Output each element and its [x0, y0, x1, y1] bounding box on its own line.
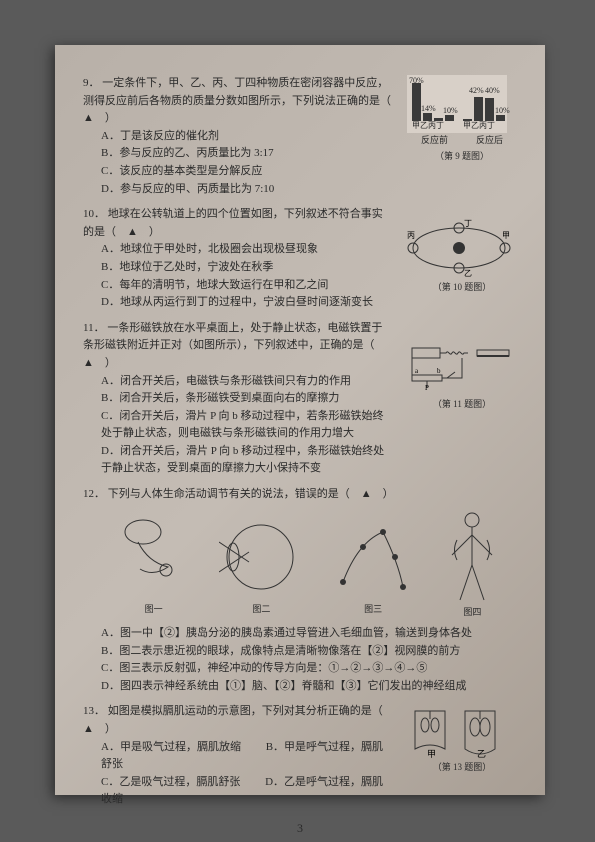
- svg-text:丁: 丁: [464, 219, 472, 228]
- q9-num: 9．: [83, 77, 100, 89]
- q13-num: 13．: [83, 705, 105, 717]
- q12-num: 12．: [83, 488, 105, 500]
- q11-num: 11．: [83, 322, 105, 334]
- chart-titles: 反应前 反应后: [407, 133, 517, 147]
- svg-text:b: b: [437, 367, 441, 375]
- circuit-diagram: ab P: [407, 340, 517, 395]
- q12-stem: 下列与人体生命活动调节有关的说法，错误的是（ ▲ ）: [108, 488, 394, 500]
- q13-option-a: A．甲是吸气过程，膈肌放缩: [101, 741, 241, 753]
- q9-figure: 70% 14% 10% 42% 40% 10% 甲乙丙丁 甲乙丙丁 反应前 反应: [407, 75, 517, 164]
- right-title: 反应后: [476, 133, 503, 147]
- label-left: 甲: [427, 749, 436, 758]
- q13-option-c: C．乙是吸气过程，膈肌舒张: [101, 776, 240, 788]
- q10-figure: 丁 甲 乙 丙 （第 10 题图）: [407, 218, 517, 294]
- q13-caption: （第 13 题图）: [407, 760, 517, 774]
- q9-stem: 一定条件下，甲、乙、丙、丁四种物质在密闭容器中反应，测得反应前后各物质的质量分数…: [83, 77, 402, 124]
- q10-option-c: C．每年的清明节，地球大致运行在甲和乙之间: [101, 277, 393, 295]
- fig3-label: 图三: [333, 602, 413, 616]
- label-right: 乙: [477, 749, 486, 758]
- svg-text:甲: 甲: [502, 231, 510, 240]
- q10-option-d: D．地球从丙运行到丁的过程中，宁波白昼时间逐渐变长: [101, 294, 393, 312]
- question-13: 甲 乙 （第 13 题图） 13． 如图是模拟膈肌运动的示意图，下列对其分析正确…: [83, 703, 517, 809]
- q9-option-d: D．参与反应的甲、丙质量比为 7:10: [101, 181, 393, 199]
- fig4: 图四: [442, 510, 502, 619]
- svg-text:乙: 乙: [464, 269, 472, 278]
- svg-text:丙: 丙: [407, 231, 415, 240]
- pancreas-diagram: [118, 512, 190, 602]
- q11-option-c: C．闭合开关后，滑片 P 向 b 移动过程中，若条形磁铁始终处于静止状态，则电磁…: [101, 408, 393, 443]
- q9-option-c: C．该反应的基本类型是分解反应: [101, 163, 393, 181]
- bar: [496, 115, 505, 121]
- q11-caption: （第 11 题图）: [407, 397, 517, 411]
- exam-page: 70% 14% 10% 42% 40% 10% 甲乙丙丁 甲乙丙丁 反应前 反应: [55, 45, 545, 795]
- pct-label: 40%: [485, 85, 500, 98]
- q11-option-b: B．闭合开关后，条形磁铁受到桌面向右的摩擦力: [101, 390, 393, 408]
- q9-bar-chart: 70% 14% 10% 42% 40% 10% 甲乙丙丁 甲乙丙丁: [407, 75, 507, 133]
- q12-figures: 图一 图二 图三: [103, 510, 517, 619]
- fig4-label: 图四: [442, 605, 502, 619]
- q10-option-a: A．地球位于甲处时，北极圈会出现极昼现象: [101, 241, 393, 259]
- fig1-label: 图一: [118, 602, 190, 616]
- q9-option-a: A．丁是该反应的催化剂: [101, 128, 393, 146]
- q10-stem: 地球在公转轨道上的四个位置如图，下列叙述不符合事实的是（ ▲ ）: [83, 208, 383, 238]
- q12-option-c: C．图三表示反射弧，神经冲动的传导方向是：①→②→③→④→⑤: [101, 660, 517, 678]
- q10-num: 10．: [83, 208, 105, 220]
- reflex-arc-diagram: [333, 512, 413, 602]
- sun-icon: [453, 242, 465, 254]
- axis-labels: 甲乙丙丁: [463, 120, 495, 133]
- fig2: 图二: [219, 512, 304, 616]
- q13-stem: 如图是模拟膈肌运动的示意图，下列对其分析正确的是（ ▲ ）: [83, 705, 394, 735]
- body-nervous-diagram: [442, 510, 502, 605]
- q11-option-a: A．闭合开关后，电磁铁与条形磁铁间只有力的作用: [101, 373, 393, 391]
- q10-caption: （第 10 题图）: [407, 280, 517, 294]
- fig3: 图三: [333, 512, 413, 616]
- bar: [485, 98, 494, 121]
- q11-option-d: D．闭合开关后，滑片 P 向 b 移动过程中，条形磁铁始终处于静止状态，受到桌面…: [101, 443, 393, 478]
- svg-text:a: a: [415, 367, 419, 375]
- q11-stem: 一条形磁铁放在水平桌面上，处于静止状态，电磁铁置于条形磁铁附近并正对（如图所示）…: [83, 322, 386, 369]
- q9-option-b: B．参与反应的乙、丙质量比为 3:17: [101, 145, 393, 163]
- orbit-diagram: 丁 甲 乙 丙: [407, 218, 512, 278]
- fig2-label: 图二: [219, 602, 304, 616]
- q9-caption: （第 9 题图）: [407, 149, 517, 163]
- q11-figure: ab P （第 11 题图）: [407, 340, 517, 411]
- eye-diagram: [219, 512, 304, 602]
- q13-figure: 甲 乙 （第 13 题图）: [407, 703, 517, 774]
- left-title: 反应前: [421, 133, 448, 147]
- bar: [412, 83, 421, 121]
- question-10: 丁 甲 乙 丙 （第 10 题图） 10． 地球在公转轨道上的四个位置如图，下列…: [83, 206, 517, 312]
- question-11: ab P （第 11 题图） 11． 一条形磁铁放在水平桌面上，处于静止状态，电…: [83, 320, 517, 478]
- q10-option-b: B．地球位于乙处时，宁波处在秋季: [101, 259, 393, 277]
- pct-label: 42%: [469, 85, 484, 98]
- fig1: 图一: [118, 512, 190, 616]
- q12-option-b: B．图二表示患近视的眼球，成像特点是清晰物像落在【②】视网膜的前方: [101, 643, 517, 661]
- question-12: 12． 下列与人体生命活动调节有关的说法，错误的是（ ▲ ） 图一 图二: [83, 486, 517, 695]
- page-number: 3: [83, 819, 517, 838]
- bar: [445, 115, 454, 121]
- axis-labels: 甲乙丙丁: [412, 120, 444, 133]
- q12-option-a: A．图一中【②】胰岛分泌的胰岛素通过导管进入毛细血管，输送到身体各处: [101, 625, 517, 643]
- question-9: 70% 14% 10% 42% 40% 10% 甲乙丙丁 甲乙丙丁 反应前 反应: [83, 75, 517, 198]
- bar: [474, 97, 483, 121]
- q12-option-d: D．图四表示神经系统由【①】脑、【②】脊髓和【③】它们发出的神经组成: [101, 678, 517, 696]
- diaphragm-model: 甲 乙: [407, 703, 507, 758]
